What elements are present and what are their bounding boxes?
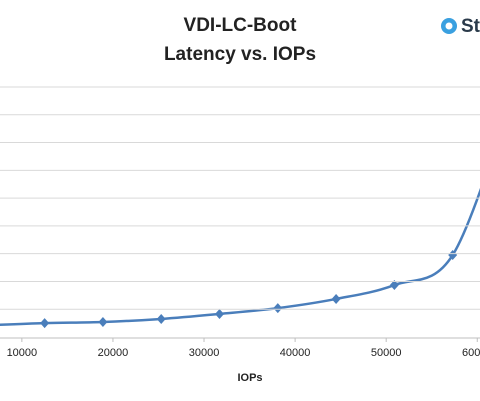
x-tick-label: 20000 bbox=[98, 347, 129, 359]
series-line bbox=[0, 187, 480, 327]
point-marker bbox=[273, 303, 283, 314]
point-marker bbox=[40, 318, 50, 329]
chart-title: VDI-LC-Boot bbox=[184, 15, 298, 36]
point-marker bbox=[156, 313, 166, 324]
logo-icon-center bbox=[445, 22, 453, 30]
x-tick-label: 40000 bbox=[280, 347, 311, 359]
plot-area bbox=[0, 187, 480, 329]
logo-text: St bbox=[461, 16, 480, 37]
x-tick-label: 10000 bbox=[7, 347, 38, 359]
chart-subtitle: Latency vs. IOPs bbox=[164, 44, 316, 65]
x-tick-label: 30000 bbox=[189, 347, 220, 359]
point-marker bbox=[215, 308, 225, 319]
x-axis-label: IOPs bbox=[237, 372, 262, 384]
point-marker bbox=[98, 317, 108, 327]
point-marker bbox=[389, 280, 399, 291]
x-tick-label: 60000 bbox=[462, 347, 480, 359]
point-marker bbox=[331, 293, 341, 304]
point-marker bbox=[448, 250, 458, 261]
x-tick-label: 50000 bbox=[371, 347, 402, 359]
